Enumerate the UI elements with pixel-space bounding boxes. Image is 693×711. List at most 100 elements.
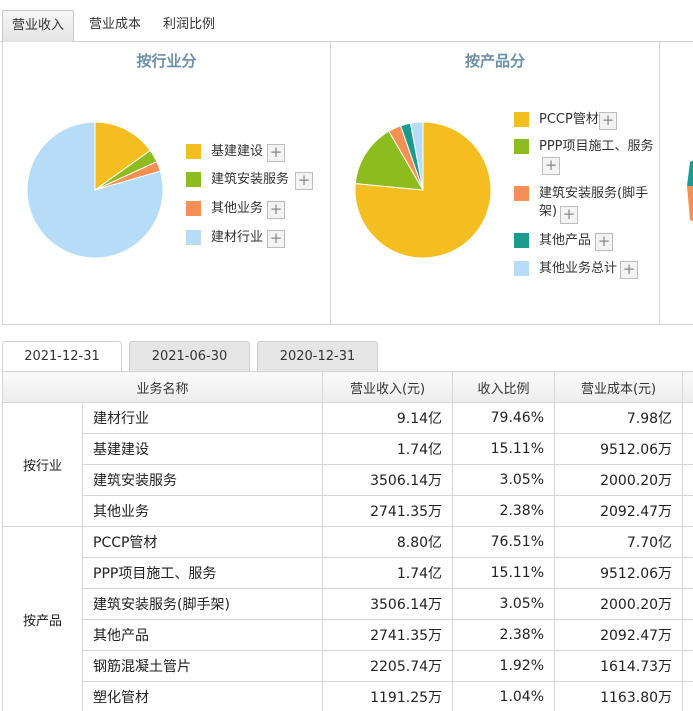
product-chart-title: 按产品分 (464, 52, 525, 70)
plus-icon[interactable]: + (267, 201, 285, 219)
cost-cell: 2000.20万 (554, 588, 684, 620)
product-legend-label: PCCP管材 (539, 112, 599, 127)
table-row: PPP项目施工、服务 1.74亿 15.11% 9512.06万 (3, 557, 693, 589)
product-legend-label: 建筑安装服务(脚手架) (539, 186, 649, 219)
revenue-cell: 2205.74万 (322, 650, 454, 682)
business-name-cell: 建筑安装服务(脚手架) (81, 588, 324, 620)
product-pie-slice-0[interactable] (354, 121, 492, 259)
business-name-cell: PCCP管材 (81, 526, 324, 558)
cost-cell: 7.98亿 (554, 402, 684, 434)
product-chart-panel: 按产品分 PCCP管材 + PPP项目施工、服务 + 建筑安装服务(脚手架) + 其他产品 +… (331, 42, 660, 325)
ratio-cell: 1.92% (452, 650, 556, 682)
tab-profit-ratio[interactable]: 利润比例 (162, 17, 215, 32)
revenue-cell: 8.80亿 (322, 526, 454, 558)
plus-icon[interactable]: + (295, 172, 313, 190)
date-tab-2021-06-30[interactable]: 2021-06-30 (129, 341, 250, 371)
table-row: 其他产品 2741.35万 2.38% 2092.47万 (3, 619, 693, 651)
overflow-cell (682, 402, 693, 434)
third-pie-slice-0 (687, 160, 693, 186)
ratio-cell: 15.11% (452, 557, 556, 589)
table-row: 按行业 建材行业 9.14亿 79.46% 7.98亿 (2, 402, 693, 527)
business-name-cell: 塑化管材 (81, 681, 324, 711)
business-name-cell: PPP项目施工、服务 (81, 557, 324, 589)
overflow-cell (682, 650, 693, 682)
product-pie-slice-1[interactable] (354, 130, 424, 191)
table-header-row: 业务名称 营业收入(元) 收入比例 营业成本(元) (1, 371, 693, 403)
revenue-cell: 3506.14万 (322, 588, 454, 620)
overflow-cell (682, 526, 693, 558)
product-legend-label: 其他业务总计 (539, 261, 618, 276)
product-legend-label: PPP项目施工、服务 (539, 139, 654, 154)
business-name-cell: 基建建设 (81, 433, 324, 465)
plus-icon[interactable]: + (599, 112, 617, 130)
revenue-cell: 2741.35万 (322, 619, 454, 651)
overflow-cell (682, 619, 693, 651)
business-name-cell: 建材行业 (81, 402, 324, 434)
industry-pie-slice-3[interactable] (26, 121, 164, 259)
ratio-cell: 79.46% (452, 402, 556, 434)
table-row: 按产品 PCCP管材 8.80亿 76.51% 7.70亿 (2, 526, 693, 711)
business-name-cell: 其他产品 (81, 619, 324, 651)
industry-legend-label: 其他业务 (211, 201, 264, 216)
plus-icon[interactable]: + (542, 157, 560, 175)
ratio-cell: 3.05% (452, 464, 556, 496)
revenue-breakdown-table: 业务名称 营业收入(元) 收入比例 营业成本(元) 按行业 建材行业 9.14亿 79… (1, 371, 693, 711)
date-tab-2020-12-31[interactable]: 2020-12-31 (257, 341, 378, 371)
third-pie-slices (687, 160, 693, 222)
table-row: 塑化管材 1191.25万 1.04% 1163.80万 (3, 681, 693, 711)
plus-icon[interactable]: + (267, 230, 285, 248)
cost-cell: 1614.73万 (554, 650, 684, 682)
group-label: 按产品 (2, 526, 83, 711)
plus-icon[interactable]: + (267, 144, 285, 162)
ratio-cell: 2.38% (452, 495, 556, 527)
ratio-cell: 3.05% (452, 588, 556, 620)
top-tab-bar: 营业收入 营业成本 利润比例 (0, 0, 693, 42)
product-legend-swatch (514, 261, 529, 276)
revenue-cell: 9.14亿 (322, 402, 454, 434)
industry-pie-slices (26, 121, 164, 259)
plus-icon[interactable]: + (595, 233, 613, 251)
header-overflow (682, 371, 693, 403)
industry-pie-slice-0[interactable] (94, 121, 151, 191)
industry-legend-swatch (186, 172, 201, 187)
overflow-cell (682, 495, 693, 527)
revenue-cell: 2741.35万 (322, 495, 454, 527)
table-row: 基建建设 1.74亿 15.11% 9512.06万 (3, 433, 693, 465)
header-cost: 营业成本(元) (554, 371, 684, 403)
ratio-cell: 1.04% (452, 681, 556, 711)
industry-legend-label: 建筑安装服务 (211, 172, 290, 187)
date-tab-2021-12-31[interactable]: 2021-12-31 (2, 341, 122, 371)
overflow-cell (682, 681, 693, 711)
cost-cell: 7.70亿 (554, 526, 684, 558)
cost-cell: 2092.47万 (554, 619, 684, 651)
table-row: 钢筋混凝土管片 2205.74万 1.92% 1614.73万 (3, 650, 693, 682)
product-legend-swatch (514, 186, 529, 201)
plus-icon[interactable]: + (560, 206, 578, 224)
industry-legend-swatch (186, 201, 201, 216)
revenue-cell: 3506.14万 (322, 464, 454, 496)
cost-cell: 9512.06万 (554, 557, 684, 589)
revenue-cell: 1.74亿 (322, 433, 454, 465)
cost-cell: 2092.47万 (554, 495, 684, 527)
cost-cell: 2000.20万 (554, 464, 684, 496)
industry-chart-panel: 按行业分 基建建设 + 建筑安装服务 + 其他业务 + 建材行业 + (2, 42, 331, 325)
industry-legend-label: 基建建设 (211, 144, 264, 159)
product-legend-swatch (514, 233, 529, 248)
tab-revenue[interactable]: 营业收入 (2, 10, 74, 42)
table-row: 建筑安装服务 3506.14万 3.05% 2000.20万 (3, 464, 693, 496)
business-name-cell: 其他业务 (81, 495, 324, 527)
revenue-cell: 1.74亿 (322, 557, 454, 589)
third-pie-chart-partial (687, 160, 693, 222)
product-pie-slice-4[interactable] (409, 121, 424, 191)
header-revenue: 营业收入(元) (322, 371, 454, 403)
industry-legend-swatch (186, 144, 201, 159)
business-name-cell: 建筑安装服务 (81, 464, 324, 496)
tab-cost[interactable]: 营业成本 (88, 17, 141, 32)
header-business-name: 业务名称 (1, 371, 324, 403)
table-row: 其他业务 2741.35万 2.38% 2092.47万 (3, 495, 693, 527)
third-chart-panel (660, 42, 693, 325)
plus-icon[interactable]: + (620, 261, 638, 279)
product-legend-swatch (514, 112, 529, 127)
table-row: 建筑安装服务(脚手架) 3506.14万 3.05% 2000.20万 (3, 588, 693, 620)
product-legend-label: 其他产品 (539, 233, 592, 248)
